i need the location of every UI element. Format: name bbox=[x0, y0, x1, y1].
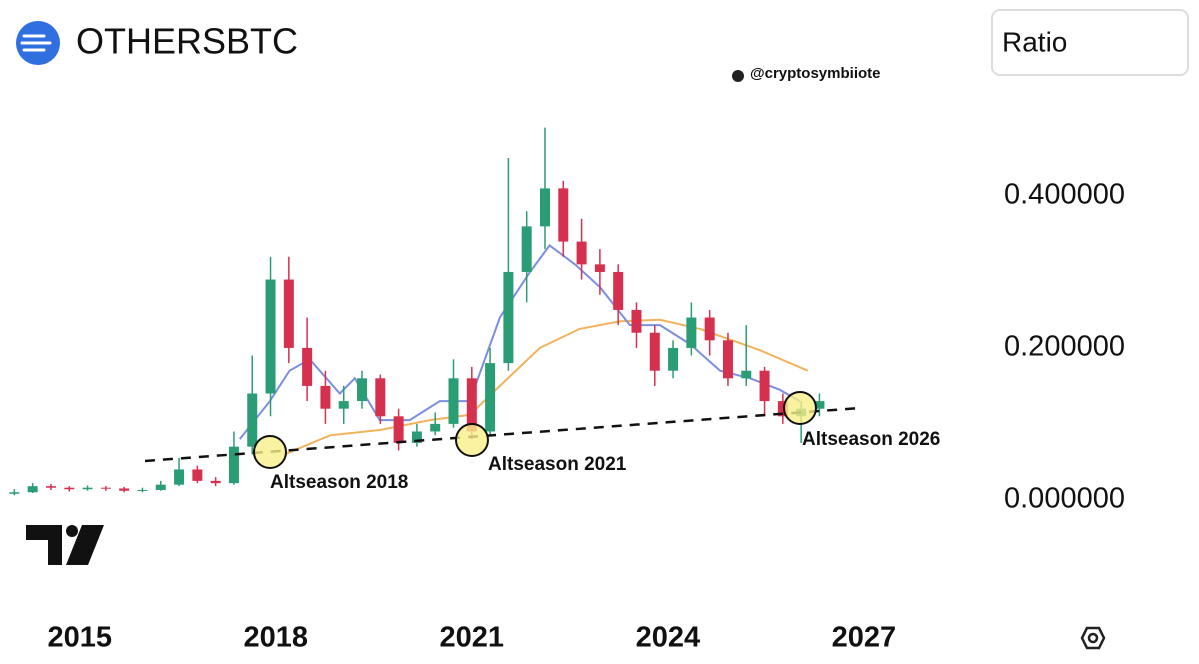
x-tick-label: 2021 bbox=[440, 622, 505, 654]
candle-body bbox=[247, 393, 258, 447]
chart-title: OTHERSBTC bbox=[76, 21, 298, 62]
candle-body bbox=[411, 431, 422, 443]
candle-body bbox=[174, 469, 185, 485]
y-tick-label: 0.200000 bbox=[1004, 331, 1125, 363]
moving-average-line bbox=[284, 318, 809, 456]
candle-body bbox=[576, 241, 587, 265]
annotation: Altseason 2018 bbox=[270, 472, 408, 493]
candle-body bbox=[100, 487, 111, 489]
x-tick-label: 2018 bbox=[244, 622, 309, 654]
settings-icon-center[interactable] bbox=[1087, 632, 1099, 644]
highlight-circle bbox=[253, 435, 287, 469]
plot-area bbox=[9, 127, 825, 496]
candle-body bbox=[64, 487, 75, 490]
candle-body bbox=[814, 401, 825, 409]
x-tick-label: 2015 bbox=[47, 622, 112, 654]
annotation: Altseason 2021 bbox=[488, 454, 627, 475]
candle-body bbox=[649, 332, 660, 371]
candle-body bbox=[119, 488, 130, 491]
candle-body bbox=[521, 226, 532, 272]
candle-body bbox=[777, 401, 788, 417]
candle-body bbox=[338, 401, 349, 409]
candle-body bbox=[668, 347, 679, 371]
moving-average-line bbox=[239, 243, 801, 440]
candle-body bbox=[558, 188, 569, 242]
candle-body bbox=[9, 492, 20, 494]
candle-body bbox=[631, 309, 642, 333]
candle-body bbox=[448, 378, 459, 424]
candle-body bbox=[283, 279, 294, 348]
candle-body bbox=[741, 370, 752, 379]
x-tick-label: 2027 bbox=[832, 622, 897, 654]
candle-body bbox=[155, 484, 166, 490]
candle-body bbox=[137, 489, 148, 491]
annotation: Altseason 2026 bbox=[802, 429, 940, 450]
highlight-circle bbox=[783, 391, 817, 425]
candle-body bbox=[430, 423, 441, 432]
candle-body bbox=[759, 370, 770, 402]
candle-body bbox=[302, 347, 313, 386]
candle-body bbox=[539, 188, 550, 227]
candle-body bbox=[466, 378, 477, 432]
candle-body bbox=[192, 469, 203, 481]
candle-body bbox=[485, 363, 496, 432]
candle-body bbox=[265, 279, 276, 394]
candle-body bbox=[27, 486, 38, 493]
candle-body bbox=[45, 486, 56, 488]
highlight-circle bbox=[455, 423, 489, 457]
ratio-button-label[interactable]: Ratio bbox=[1002, 26, 1067, 57]
candle-body bbox=[320, 385, 331, 409]
tv-logo bbox=[26, 525, 104, 565]
candle-body bbox=[393, 416, 404, 443]
settings-icon[interactable] bbox=[1080, 626, 1106, 650]
candle-body bbox=[503, 271, 514, 364]
candle-body bbox=[210, 480, 221, 484]
candle-body bbox=[613, 271, 624, 310]
tv-logo-dot bbox=[66, 525, 78, 537]
candle-body bbox=[594, 264, 605, 272]
trend-line bbox=[144, 406, 861, 463]
candle-body bbox=[704, 317, 715, 341]
watermark-icon bbox=[732, 70, 744, 82]
candle-body bbox=[375, 378, 386, 417]
candle-body bbox=[82, 487, 93, 490]
candle-body bbox=[686, 317, 697, 348]
watermark: @cryptosymbiiote bbox=[750, 65, 881, 82]
x-tick-label: 2024 bbox=[636, 622, 701, 654]
candle-body bbox=[357, 378, 368, 402]
y-tick-label: 0.400000 bbox=[1004, 179, 1125, 211]
y-tick-label: 0.000000 bbox=[1004, 483, 1125, 515]
candle-body bbox=[228, 446, 239, 484]
candle-body bbox=[722, 340, 733, 379]
logo-glyph bbox=[20, 34, 52, 52]
ratio-button[interactable] bbox=[991, 9, 1189, 76]
